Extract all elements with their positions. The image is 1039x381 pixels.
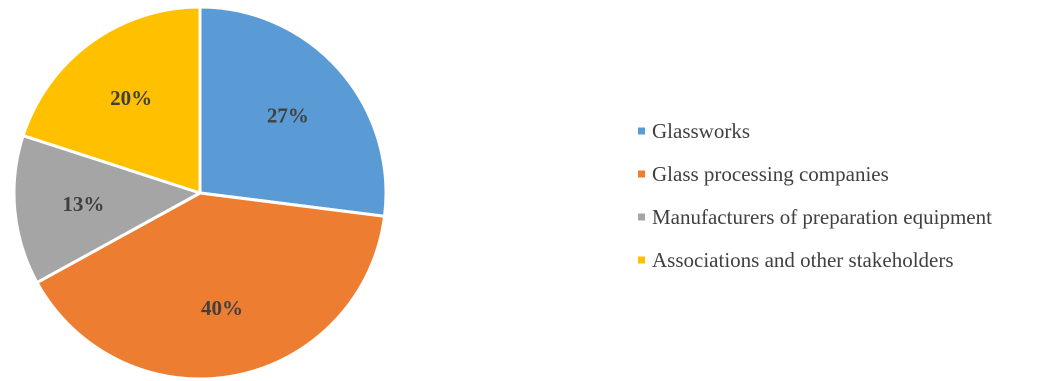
legend-item-glassworks: Glassworks (638, 119, 750, 143)
legend-label-glassworks: Glassworks (652, 119, 750, 143)
pct-label-glass-processing-companies: 40% (201, 296, 243, 320)
legend-label-manufacturers-of-preparation-equipment: Manufacturers of preparation equipment (652, 205, 992, 229)
legend-swatch-glass-processing-companies (638, 170, 645, 178)
legend-swatch-associations-and-other-stakeholders (638, 256, 645, 264)
pie-slices (12, 5, 388, 381)
pie-slice-associations-and-other-stakeholders (21, 5, 202, 195)
legend: Glassworks Glass processing companies Manu… (638, 119, 992, 272)
pie-slice-glass-processing-companies (35, 191, 387, 381)
legend-item-associations-and-other-stakeholders: Associations and other stakeholders (638, 248, 954, 272)
percentage-labels: 27% 40% 13% 20% (62, 86, 309, 320)
legend-item-manufacturers-of-preparation-equipment: Manufacturers of preparation equipment (638, 205, 992, 229)
pct-label-associations-and-other-stakeholders: 20% (110, 86, 152, 110)
legend-label-associations-and-other-stakeholders: Associations and other stakeholders (652, 248, 954, 272)
legend-swatch-glassworks (638, 127, 645, 135)
pie-slice-glassworks (198, 5, 388, 218)
legend-swatch-manufacturers-of-preparation-equipment (638, 213, 645, 221)
pie-slice-manufacturers-of-preparation-equipment (12, 134, 202, 285)
pct-label-manufacturers-of-preparation-equipment: 13% (62, 192, 104, 216)
pct-label-glassworks: 27% (267, 104, 309, 128)
legend-item-glass-processing-companies: Glass processing companies (638, 162, 889, 186)
legend-label-glass-processing-companies: Glass processing companies (652, 162, 889, 186)
